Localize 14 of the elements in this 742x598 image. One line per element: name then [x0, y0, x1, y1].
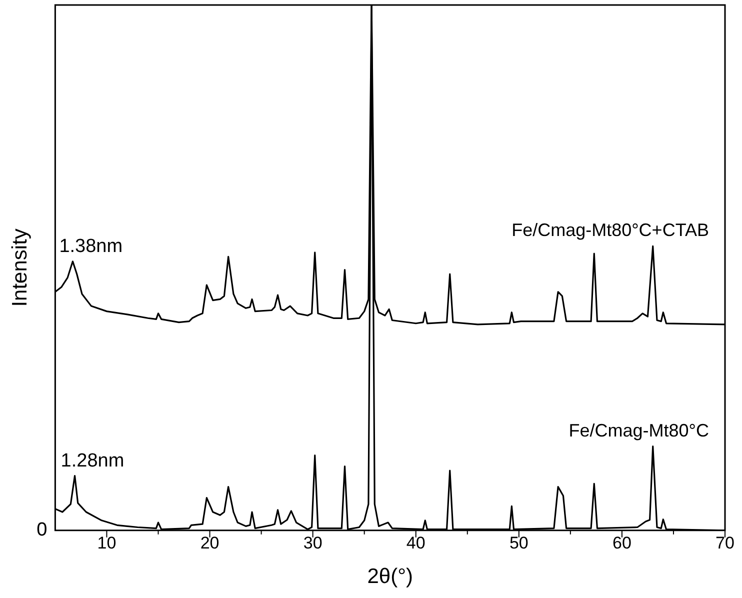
x-tick-label: 70 [716, 533, 734, 552]
x-tick-label: 20 [200, 533, 220, 552]
x-axis-title: 2θ(°) [367, 565, 413, 588]
x-tick-label: 60 [612, 533, 632, 552]
x-tick-label: 50 [509, 533, 528, 552]
series-label: Fe/Cmag-Mt80°C+CTAB [512, 220, 709, 240]
x-tick-label: 30 [303, 533, 322, 552]
text: 0 [36, 520, 48, 541]
x-tick-label: 40 [406, 533, 426, 552]
series-label: Fe/Cmag-Mt80°C [568, 420, 709, 440]
y-axis-title: Intensity [8, 228, 32, 307]
annotation: 1.28nm [60, 450, 124, 472]
x-tick-label: 10 [97, 533, 116, 552]
annotation: 1.38nm [59, 236, 123, 258]
